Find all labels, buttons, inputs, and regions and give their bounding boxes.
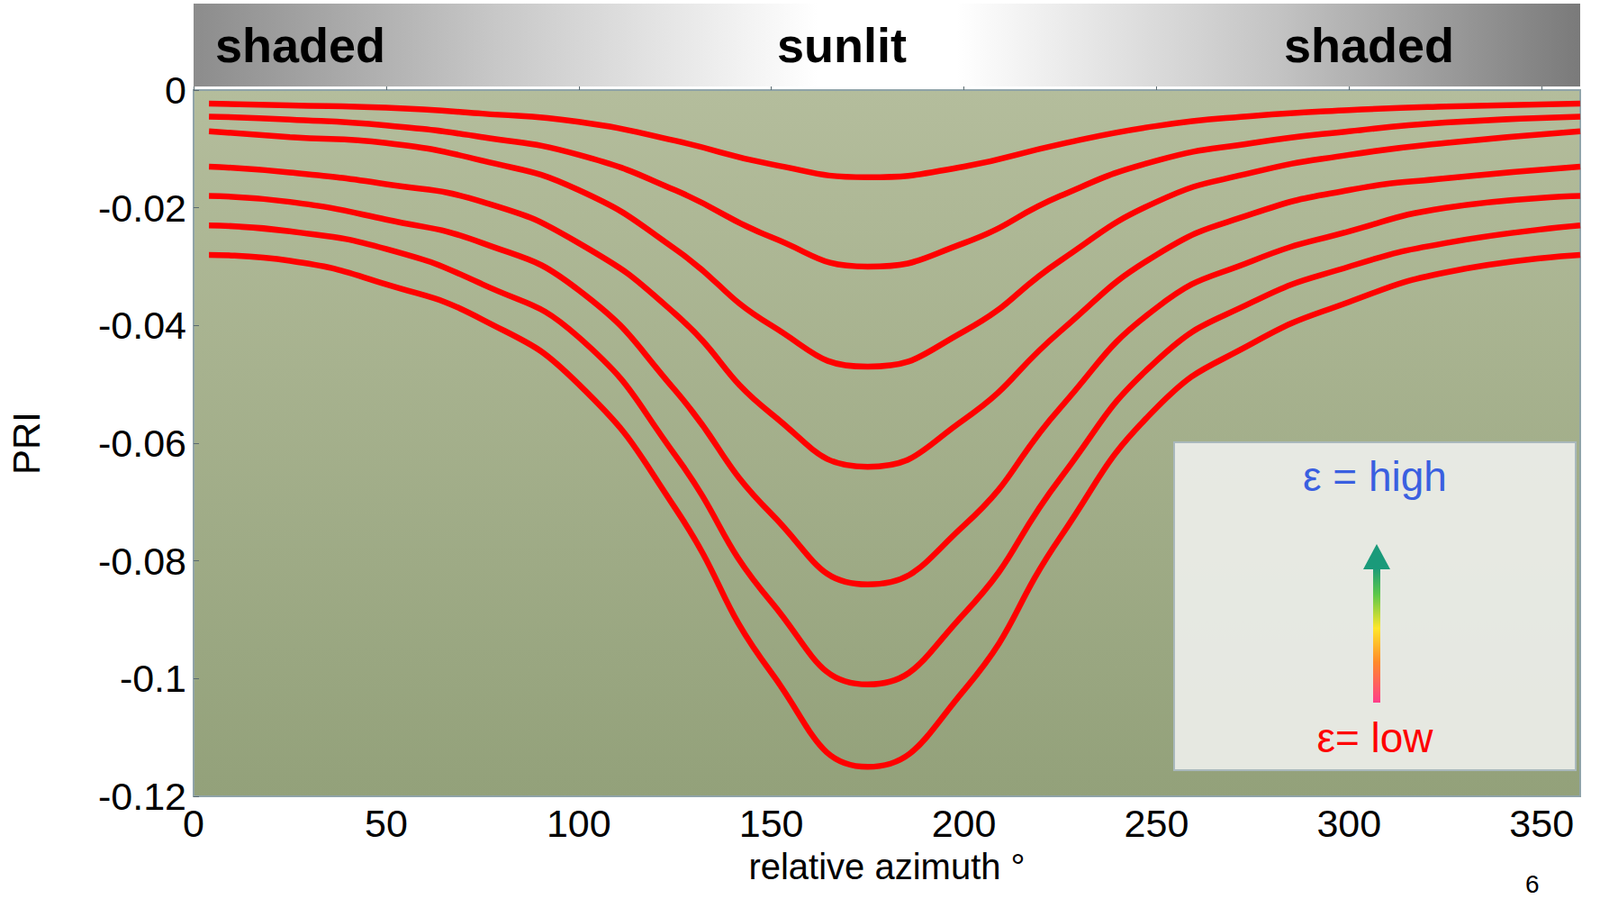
svg-text:50: 50 — [364, 801, 408, 845]
svg-text:-0.02: -0.02 — [98, 186, 187, 230]
svg-text:350: 350 — [1509, 801, 1574, 845]
svg-text:-0.08: -0.08 — [98, 539, 187, 583]
svg-text:-0.06: -0.06 — [98, 421, 187, 465]
svg-text:-0.12: -0.12 — [98, 774, 187, 818]
html-text:ε = high: ε = high — [1302, 452, 1447, 500]
svg-text:300: 300 — [1316, 801, 1382, 845]
svg-text:relative azimuth °: relative azimuth ° — [748, 846, 1025, 886]
html-text:6: 6 — [1525, 869, 1540, 898]
html-text:sunlit: sunlit — [777, 18, 907, 73]
html-text:shaded: shaded — [1283, 18, 1455, 73]
svg-text:200: 200 — [931, 801, 997, 845]
svg-text:0: 0 — [164, 68, 187, 112]
html-text:shaded: shaded — [215, 18, 386, 73]
svg-text:150: 150 — [739, 801, 805, 845]
svg-text:PRI: PRI — [5, 411, 48, 475]
svg-text:250: 250 — [1124, 801, 1190, 845]
html-text:ε= low: ε= low — [1316, 714, 1434, 761]
svg-text:-0.04: -0.04 — [98, 303, 187, 347]
svg-text:100: 100 — [546, 801, 612, 845]
svg-text:-0.1: -0.1 — [119, 656, 187, 700]
svg-text:0: 0 — [182, 801, 205, 845]
